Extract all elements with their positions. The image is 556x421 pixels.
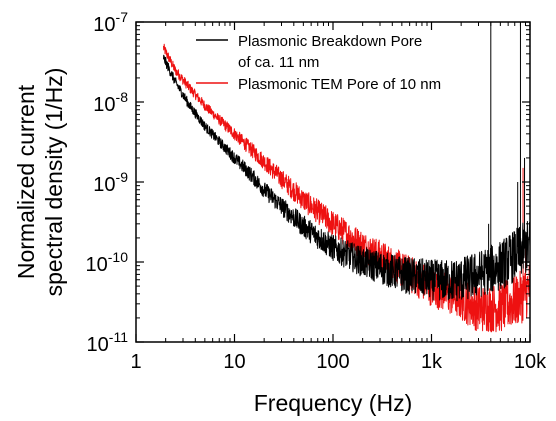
y-axis-title-line-2: spectral density (1/Hz) bbox=[41, 68, 67, 297]
y-tick-label: 10-9 bbox=[93, 169, 128, 196]
legend-label-tem-pore: Plasmonic TEM Pore of 10 nm bbox=[238, 76, 441, 93]
tick-layer bbox=[135, 21, 531, 343]
y-tick-label: 10-11 bbox=[87, 329, 129, 356]
y-tick-label: 10-7 bbox=[93, 9, 128, 36]
series-line-breakdown-pore bbox=[163, 54, 530, 302]
legend-label-breakdown-line-2: of ca. 11 nm bbox=[238, 54, 319, 71]
tick-label-layer: 1 10 100 1k 10k 10-11 10-10 10-9 10-8 10-7 bbox=[86, 9, 548, 373]
x-tick-label: 1 bbox=[130, 351, 141, 373]
x-axis-title: Frequency (Hz) bbox=[254, 390, 412, 416]
legend: Plasmonic Breakdown Pore of ca. 11 nm Pl… bbox=[196, 33, 441, 93]
x-tick-label: 1k bbox=[421, 351, 443, 373]
x-tick-label: 100 bbox=[316, 351, 349, 373]
series-layer bbox=[163, 22, 530, 333]
y-tick-label: 10-8 bbox=[93, 89, 128, 116]
y-tick-label: 10-10 bbox=[86, 249, 129, 276]
y-axis-title-line-1: Normalized current bbox=[13, 84, 39, 279]
x-tick-label: 10 bbox=[223, 351, 245, 373]
legend-label-breakdown-line-1: Plasmonic Breakdown Pore bbox=[238, 33, 422, 50]
x-tick-label: 10k bbox=[514, 351, 547, 373]
